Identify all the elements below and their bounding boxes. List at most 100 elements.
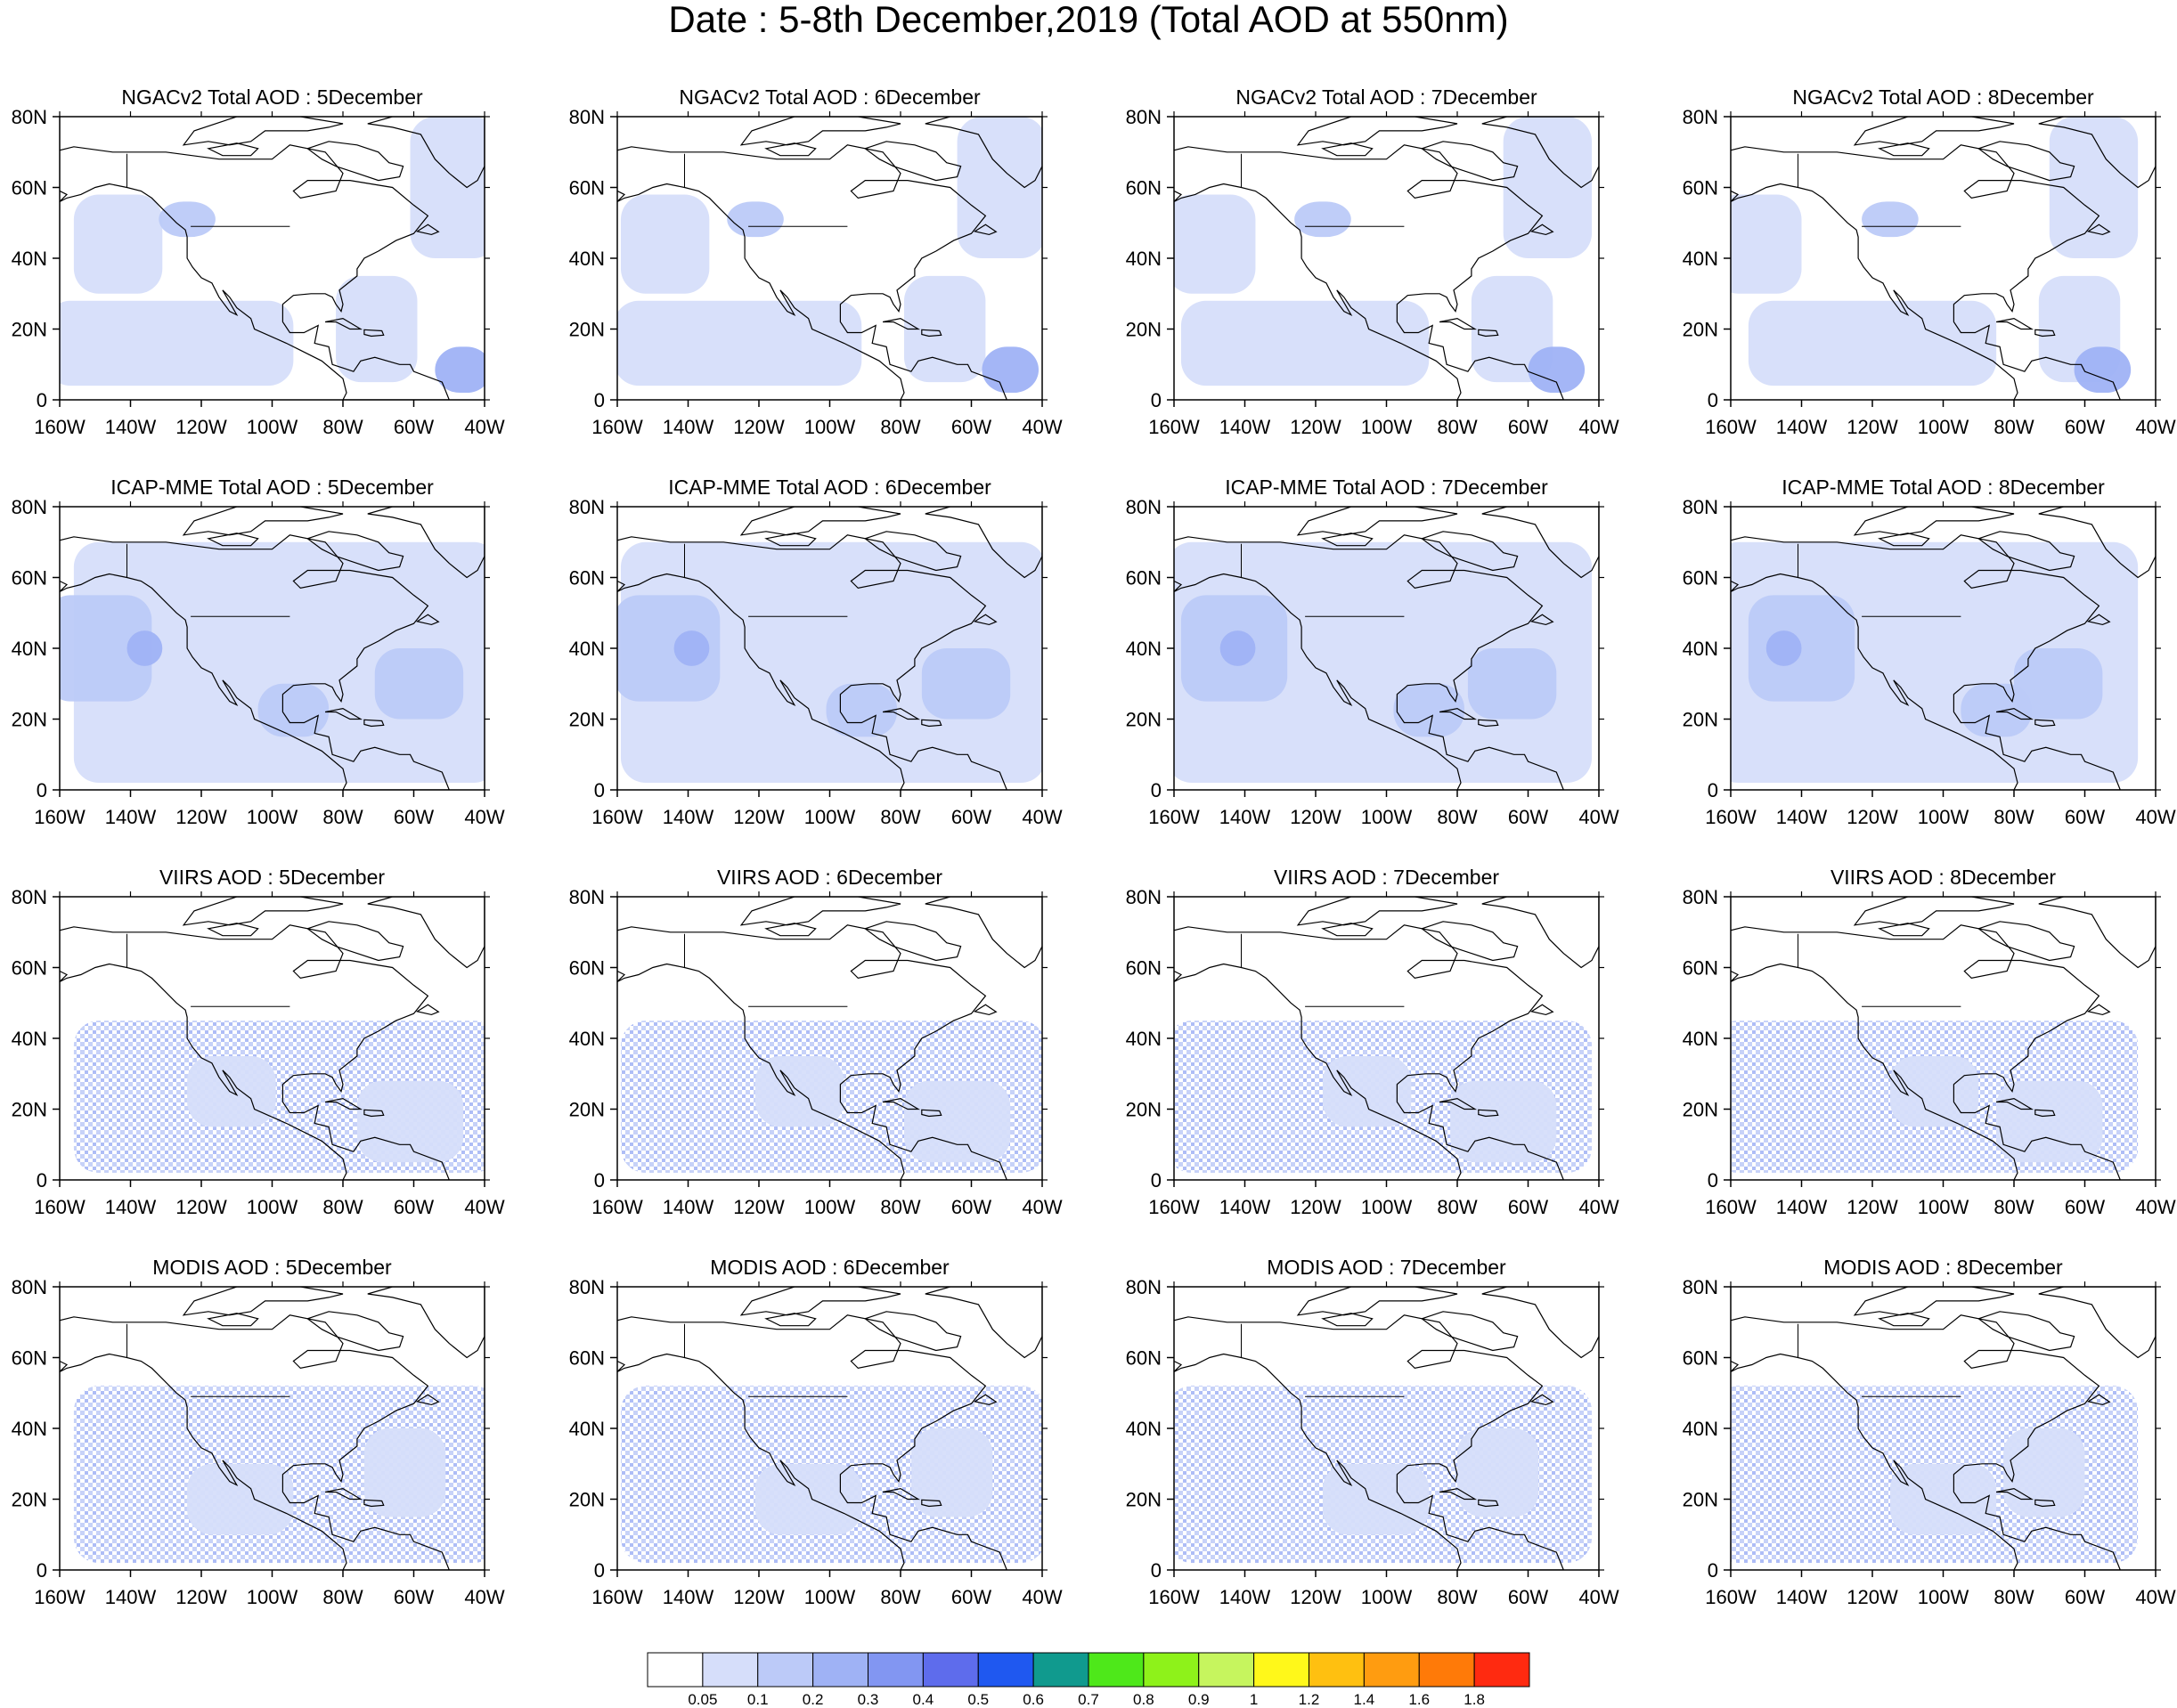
coastline [1321, 923, 1374, 937]
y-tick-label: 40N [569, 1028, 605, 1050]
y-tick-label: 60N [569, 177, 605, 199]
colorbar-label: 0.6 [1023, 1691, 1044, 1708]
panel-title: MODIS AOD : 8December [1823, 1256, 2063, 1279]
x-tick-label: 40W [2135, 1586, 2175, 1608]
x-tick-label: 100W [1918, 1196, 1969, 1218]
coastline [1977, 531, 2075, 572]
coastline [306, 921, 404, 962]
coastline [324, 707, 363, 720]
coastline [921, 329, 942, 338]
aod-field [1174, 117, 1599, 400]
colorbar-label: 1.4 [1354, 1691, 1375, 1708]
x-tick-label: 80W [322, 416, 363, 438]
x-tick-label: 60W [951, 416, 991, 438]
x-tick-label: 40W [464, 1586, 504, 1608]
panel-title: ICAP-MME Total AOD : 5December [110, 476, 434, 499]
map-panel: ICAP-MME Total AOD : 8December 160W 140W 12… [1683, 476, 2176, 828]
colorbar-label: 0.7 [1078, 1691, 1099, 1708]
map-panel: MODIS AOD : 5December 160W 140W 120W 100W 80W… [12, 1256, 505, 1608]
coastline [1421, 1311, 1519, 1352]
coastline [1174, 534, 1564, 790]
x-tick-label: 100W [804, 416, 856, 438]
x-tick-label: 120W [1290, 1586, 1341, 1608]
coastline [2034, 1499, 2056, 1508]
coastline [864, 141, 962, 182]
y-tick-label: 0 [37, 1559, 47, 1582]
x-tick-label: 40W [1022, 806, 1062, 828]
x-tick-label: 160W [1705, 806, 1757, 828]
y-tick-label: 0 [1708, 1169, 1718, 1192]
x-tick-label: 100W [804, 1586, 856, 1608]
aod-field [1731, 1287, 2156, 1570]
x-tick-label: 140W [1776, 416, 1828, 438]
coastline [363, 719, 385, 728]
aod-field [1731, 507, 2156, 790]
x-tick-label: 80W [1437, 806, 1477, 828]
y-tick-label: 80N [1683, 886, 1718, 908]
coastline [306, 1311, 404, 1352]
x-tick-label: 60W [951, 806, 991, 828]
x-tick-label: 140W [1776, 1196, 1828, 1218]
x-tick-label: 160W [1148, 1586, 1200, 1608]
x-tick-label: 160W [1705, 1196, 1757, 1218]
coastline [324, 317, 363, 330]
coastline [1878, 923, 1930, 937]
y-tick-label: 0 [1151, 389, 1162, 411]
x-tick-label: 160W [34, 806, 86, 828]
coastline [1995, 707, 2034, 720]
coastline [207, 1313, 259, 1327]
aod-field [60, 117, 485, 400]
y-tick-label: 20N [1683, 319, 1718, 341]
x-tick-label: 100W [804, 806, 856, 828]
aod-field [1174, 897, 1599, 1180]
x-tick-label: 80W [1437, 1196, 1477, 1218]
colorbar-swatch [1253, 1652, 1309, 1688]
x-tick-label: 140W [1219, 1586, 1271, 1608]
x-tick-label: 160W [1148, 1196, 1200, 1218]
y-tick-label: 0 [1708, 779, 1718, 801]
x-tick-label: 40W [2135, 416, 2175, 438]
x-tick-label: 120W [1847, 806, 1898, 828]
colorbar-swatch [1309, 1652, 1365, 1688]
y-tick-label: 60N [1683, 177, 1718, 199]
aod-field [1731, 897, 2156, 1180]
y-tick-label: 0 [594, 389, 605, 411]
coastline [2038, 117, 2156, 189]
x-tick-label: 40W [1022, 1586, 1062, 1608]
coastline [1321, 142, 1374, 157]
x-tick-label: 40W [464, 416, 504, 438]
x-tick-label: 120W [733, 806, 785, 828]
y-tick-label: 40N [1683, 638, 1718, 660]
x-tick-label: 120W [1847, 1586, 1898, 1608]
coastline [324, 1487, 363, 1501]
colorbar-label: 0.3 [858, 1691, 879, 1708]
coastline [1421, 921, 1519, 962]
x-tick-label: 100W [1361, 416, 1413, 438]
y-tick-label: 40N [1126, 638, 1162, 660]
coastline [764, 923, 817, 937]
coastline [60, 534, 450, 790]
colorbar-label: 1 [1250, 1691, 1258, 1708]
coastline [617, 924, 1007, 1180]
coastline [1478, 329, 1499, 338]
coastline [1174, 144, 1564, 400]
x-tick-label: 80W [880, 416, 920, 438]
y-tick-label: 0 [37, 389, 47, 411]
x-tick-label: 140W [1776, 1586, 1828, 1608]
coastline [1529, 1394, 1554, 1406]
coastline [1731, 924, 2121, 1180]
coastline [764, 142, 817, 157]
y-tick-label: 0 [1708, 389, 1718, 411]
y-tick-label: 20N [569, 319, 605, 341]
coastline [1977, 921, 2075, 962]
y-tick-label: 60N [569, 567, 605, 590]
coastline [2086, 224, 2111, 236]
y-tick-label: 60N [1126, 177, 1162, 199]
coastline [973, 1394, 998, 1406]
x-tick-label: 120W [175, 1586, 227, 1608]
x-tick-label: 100W [1361, 1196, 1413, 1218]
x-tick-label: 100W [247, 1196, 298, 1218]
x-tick-label: 100W [247, 416, 298, 438]
coastline [1439, 317, 1478, 330]
